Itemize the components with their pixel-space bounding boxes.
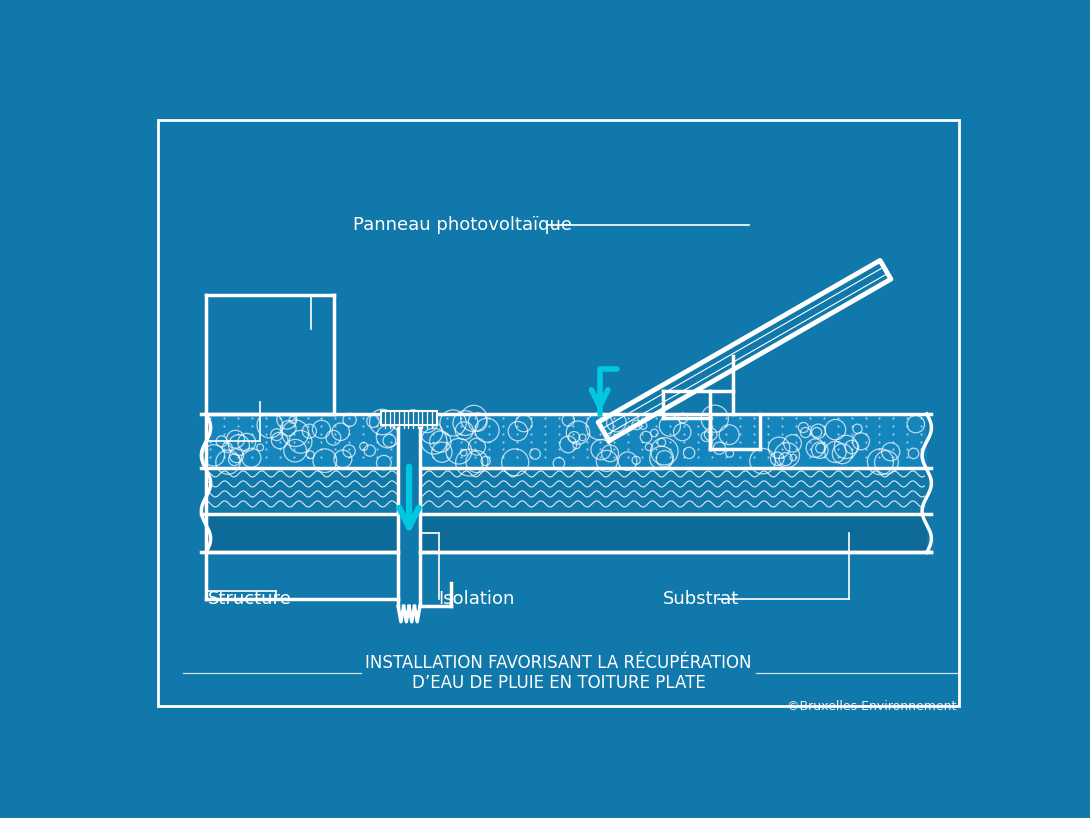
Text: Isolation: Isolation [438, 590, 514, 608]
Bar [398, 414, 420, 622]
Text: D’EAU DE PLUIE EN TOITURE PLATE: D’EAU DE PLUIE EN TOITURE PLATE [412, 674, 705, 692]
Text: ©Bruxelles Environnement: ©Bruxelles Environnement [787, 700, 956, 713]
Bar [206, 294, 334, 414]
Text: Avaloir: Avaloir [256, 312, 318, 330]
Text: Panneau photovoltaïque: Panneau photovoltaïque [353, 216, 572, 234]
Text: INSTALLATION FAVORISANT LA RÉCUPÉRATION: INSTALLATION FAVORISANT LA RÉCUPÉRATION [365, 654, 752, 672]
Bar [206, 414, 926, 468]
Bar [206, 514, 926, 552]
Bar [382, 411, 437, 425]
Text: Gravier: Gravier [210, 393, 277, 411]
Bar [206, 468, 926, 514]
Text: Structure: Structure [208, 590, 292, 608]
Text: Substrat: Substrat [663, 590, 739, 608]
